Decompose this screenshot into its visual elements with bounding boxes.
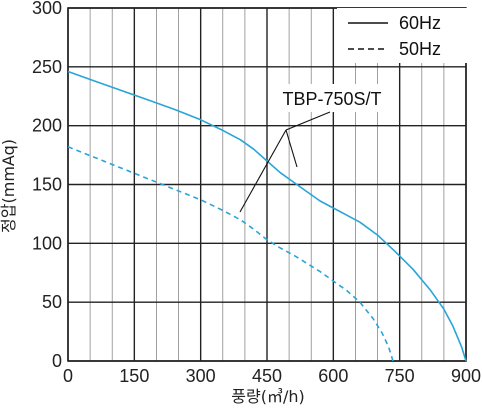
y-tick-label: 300 <box>32 0 62 18</box>
x-tick-label: 750 <box>385 366 415 386</box>
x-tick-label: 300 <box>186 366 216 386</box>
x-tick-label: 0 <box>63 366 73 386</box>
y-tick-label: 50 <box>42 292 62 312</box>
series <box>67 70 467 362</box>
model-label-box <box>275 84 389 112</box>
series-line-60hz <box>67 70 467 362</box>
x-tick-label: 150 <box>119 366 149 386</box>
legend-box <box>337 8 468 63</box>
y-tick-label: 150 <box>32 175 62 195</box>
x-tick-label: 450 <box>252 366 282 386</box>
y-tick-label: 100 <box>32 233 62 253</box>
x-axis-title: 풍량(㎥/h) <box>231 387 304 406</box>
x-tick-label: 900 <box>451 366 481 386</box>
leader-line-60hz-tip <box>285 129 298 168</box>
series-line-50hz <box>67 146 394 362</box>
tick-labels: 0 150 300 450 600 750 900 0 50 100 150 200 250 300 <box>32 0 481 386</box>
y-axis-title: 정압(mmAq) <box>0 139 18 233</box>
legend-50hz-label: 50Hz <box>399 39 441 59</box>
legend-60hz-label: 60Hz <box>399 13 441 33</box>
y-tick-label: 250 <box>32 57 62 77</box>
model-label: TBP-750S/T <box>282 89 381 109</box>
x-tick-label: 600 <box>318 366 348 386</box>
plot-frame <box>67 7 467 362</box>
legend: 60Hz 50Hz <box>337 8 468 63</box>
leader-line-50hz <box>239 129 287 213</box>
y-tick-label: 200 <box>32 116 62 136</box>
leader-line-60hz <box>285 111 331 131</box>
y-tick-label: 0 <box>52 351 62 371</box>
model-annotation: TBP-750S/T <box>239 84 389 213</box>
